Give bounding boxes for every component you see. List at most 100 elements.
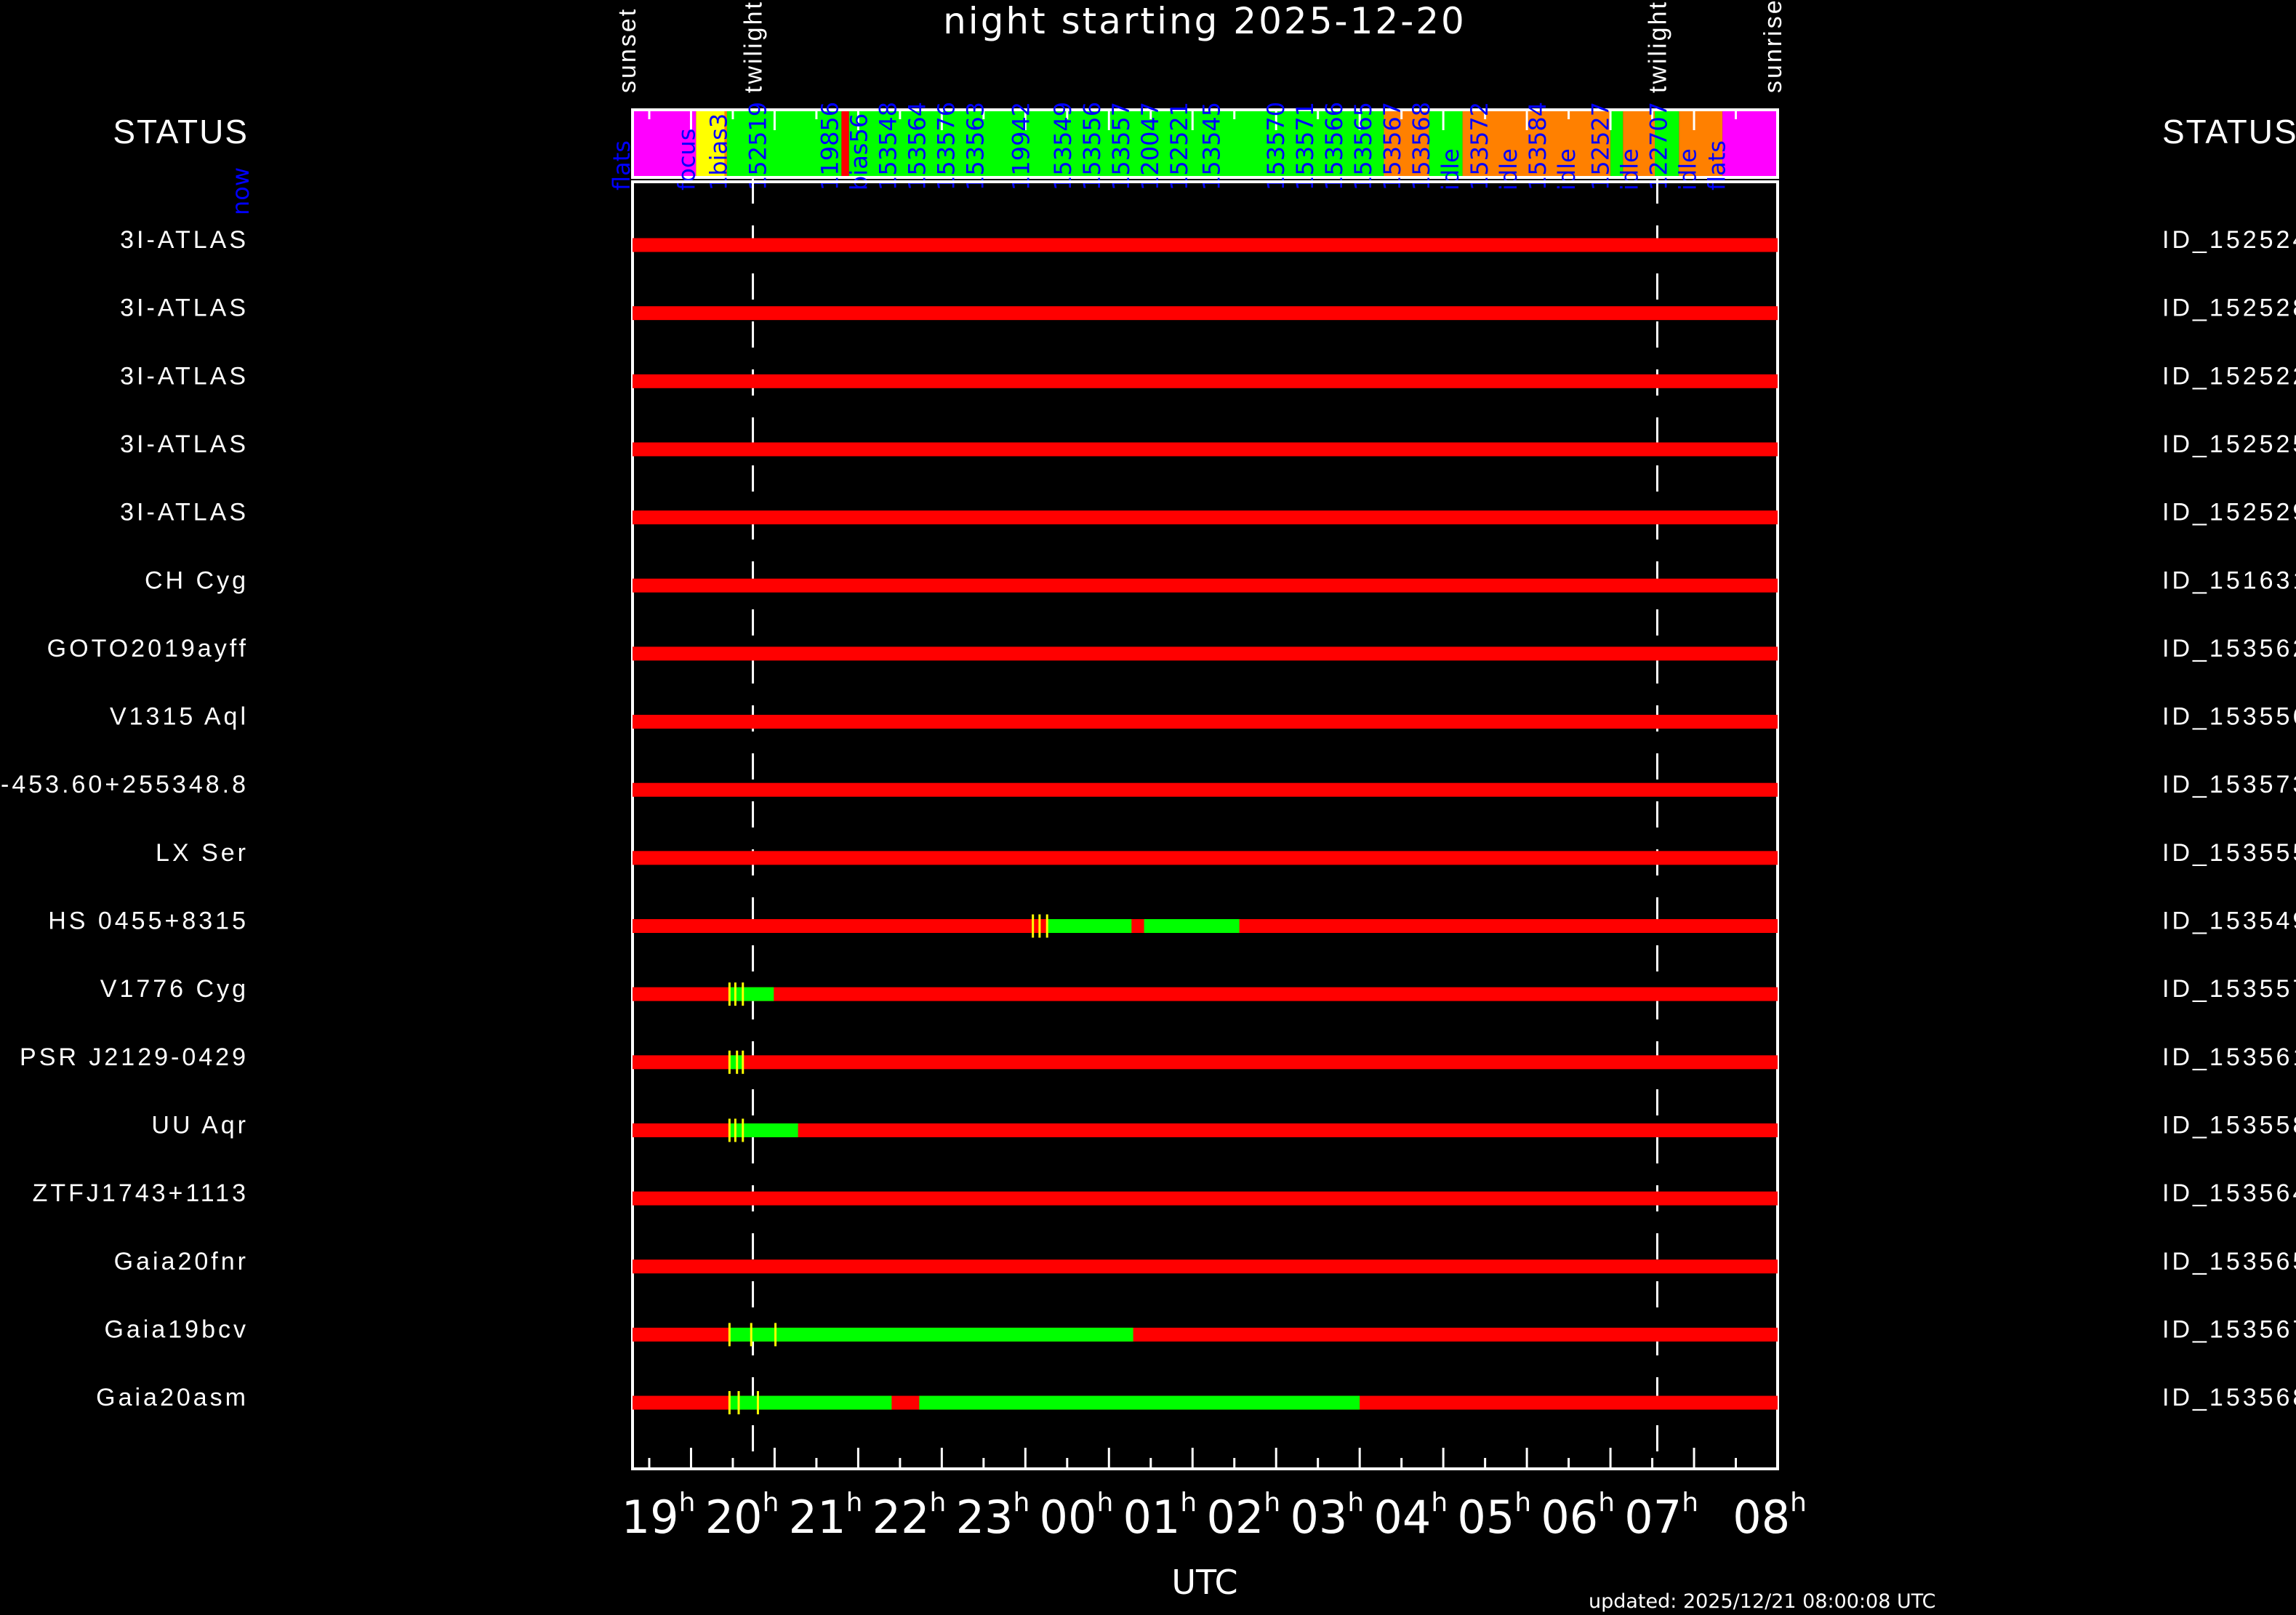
status-segment-observed [848, 110, 1384, 177]
status-label: 120047 [1136, 102, 1164, 191]
target-name: GOTO2019ayff [47, 635, 249, 662]
status-label: 122707 [1645, 102, 1672, 191]
hour-suffix: h [846, 1488, 863, 1518]
hour-value: 19 [622, 1491, 679, 1544]
table-row: Gaia19bcv ID_153567 [104, 1315, 2296, 1347]
event-label-sunset: sunset [614, 7, 641, 93]
target-id: ID_153557 [2162, 975, 2296, 1003]
status-label: bias56 [845, 113, 872, 191]
axis-tick-label: 01h [1123, 1488, 1197, 1544]
target-id: ID_153573 [2162, 771, 2296, 798]
target-id: ID_151631 [2162, 566, 2296, 594]
event-label-twilight: twilight [1644, 0, 1671, 93]
target-id: ID_152528 [2162, 294, 2296, 322]
axis-tick-label: 02h [1206, 1488, 1280, 1544]
unobserved-bar [633, 374, 1778, 388]
status-label: idle [1615, 148, 1643, 191]
status-label: idle [1437, 148, 1464, 191]
status-label: 153566 [1320, 102, 1348, 191]
target-id: ID_153555 [2162, 839, 2296, 867]
chart-title: night starting 2025-12-20 [943, 0, 1466, 42]
status-label: 153572 [1466, 102, 1493, 191]
axis-tick-label: 22h [872, 1488, 947, 1544]
table-row: GOTO2019ayff ID_153562 [47, 635, 2296, 662]
status-segment-observed [726, 110, 842, 177]
unobserved-bar [633, 510, 1778, 525]
target-id: ID_152522 [2162, 362, 2296, 390]
table-row: 3I-ATLAS ID_152529 [120, 499, 2296, 526]
target-name: LX Ser [156, 839, 249, 867]
unobserved-bar [633, 851, 1778, 865]
target-name: 3I-ATLAS [120, 362, 249, 390]
observed-segment [729, 1395, 892, 1410]
status-bar: flats focus 1bias3 152519 119856 bias56 153548… [608, 0, 1787, 191]
status-label: 153565 [1349, 102, 1377, 191]
status-label: 153557 [1107, 102, 1135, 191]
x-axis-label: UTC [1171, 1563, 1237, 1602]
table-row: V1315 Aql ID_153556 [110, 703, 2296, 731]
status-segment-observed [1655, 110, 1679, 177]
plot-frame [631, 180, 1779, 1470]
hour-suffix: h [1180, 1488, 1197, 1518]
status-segment-idle [1384, 110, 1429, 177]
hour-suffix: h [1514, 1488, 1531, 1518]
observed-segment [729, 1327, 1133, 1342]
observed-segment [1047, 919, 1132, 933]
status-label: 153570 [1262, 102, 1290, 191]
marker-tick [734, 1118, 736, 1142]
hour-value: 08 [1733, 1491, 1790, 1544]
observed-segment [1144, 919, 1240, 933]
hour-suffix: h [1264, 1488, 1280, 1518]
status-segment-flats [1722, 110, 1778, 177]
plot-area [631, 177, 1779, 1470]
target-name: 3I-ATLAS [120, 499, 249, 526]
hour-value: 00 [1040, 1491, 1097, 1544]
target-name: Gaia19bcv [104, 1315, 249, 1343]
status-label: flats [608, 140, 635, 191]
status-segment-focus-bias [696, 110, 725, 177]
target-id: ID_153556 [2162, 703, 2296, 731]
status-label: 1bias3 [705, 113, 732, 191]
hour-suffix: h [930, 1488, 947, 1518]
updated-timestamp: updated: 2025/12/21 08:00:08 UTC [1589, 1590, 1936, 1613]
marker-tick [737, 1391, 740, 1415]
marker-tick [728, 1050, 731, 1074]
table-row: Gaia20asm ID_153568 [96, 1384, 2296, 1415]
target-name: Gaia20asm [96, 1384, 249, 1411]
table-row: 3I-ATLAS ID_152528 [120, 294, 2296, 322]
target-name: V1315 Aql [110, 703, 249, 731]
target-id: ID_152524 [2162, 226, 2296, 254]
target-name: -453.60+255348.8 [1, 771, 249, 798]
unobserved-bar [633, 987, 1778, 1001]
status-label: 153584 [1524, 102, 1552, 191]
table-row: ZTFJ1743+1113 ID_153564 [33, 1179, 2296, 1207]
status-segment-idle [1679, 110, 1723, 177]
target-id: ID_153558 [2162, 1111, 2296, 1139]
target-name: V1776 Cyg [100, 975, 249, 1003]
target-name: PSR J2129-0429 [20, 1043, 249, 1071]
hour-suffix: h [1682, 1488, 1698, 1518]
unobserved-bar [633, 238, 1778, 252]
unobserved-bar [633, 306, 1778, 321]
status-label: 153563 [961, 102, 989, 191]
target-id: ID_153565 [2162, 1248, 2296, 1275]
target-name: CH Cyg [145, 566, 249, 594]
marker-tick [734, 982, 736, 1006]
unobserved-bar [633, 1191, 1778, 1206]
unobserved-bar [633, 715, 1778, 729]
status-label: focus [673, 129, 701, 191]
status-label: idle [1495, 148, 1522, 191]
unobserved-bar [633, 782, 1778, 797]
table-row: V1776 Cyg ID_153557 [100, 975, 2296, 1006]
target-name: HS 0455+8315 [48, 907, 249, 935]
hour-suffix: h [763, 1488, 779, 1518]
status-label: 152527 [1586, 102, 1614, 191]
marker-tick [728, 1323, 731, 1347]
hour-value: 06 [1541, 1491, 1598, 1544]
status-segment-idle [1623, 110, 1655, 177]
hour-suffix: h [1347, 1488, 1364, 1518]
marker-tick [736, 1050, 739, 1074]
target-name: UU Aqr [151, 1111, 249, 1139]
unobserved-bar [633, 646, 1778, 661]
table-row: PSR J2129-0429 ID_153561 [20, 1043, 2296, 1074]
